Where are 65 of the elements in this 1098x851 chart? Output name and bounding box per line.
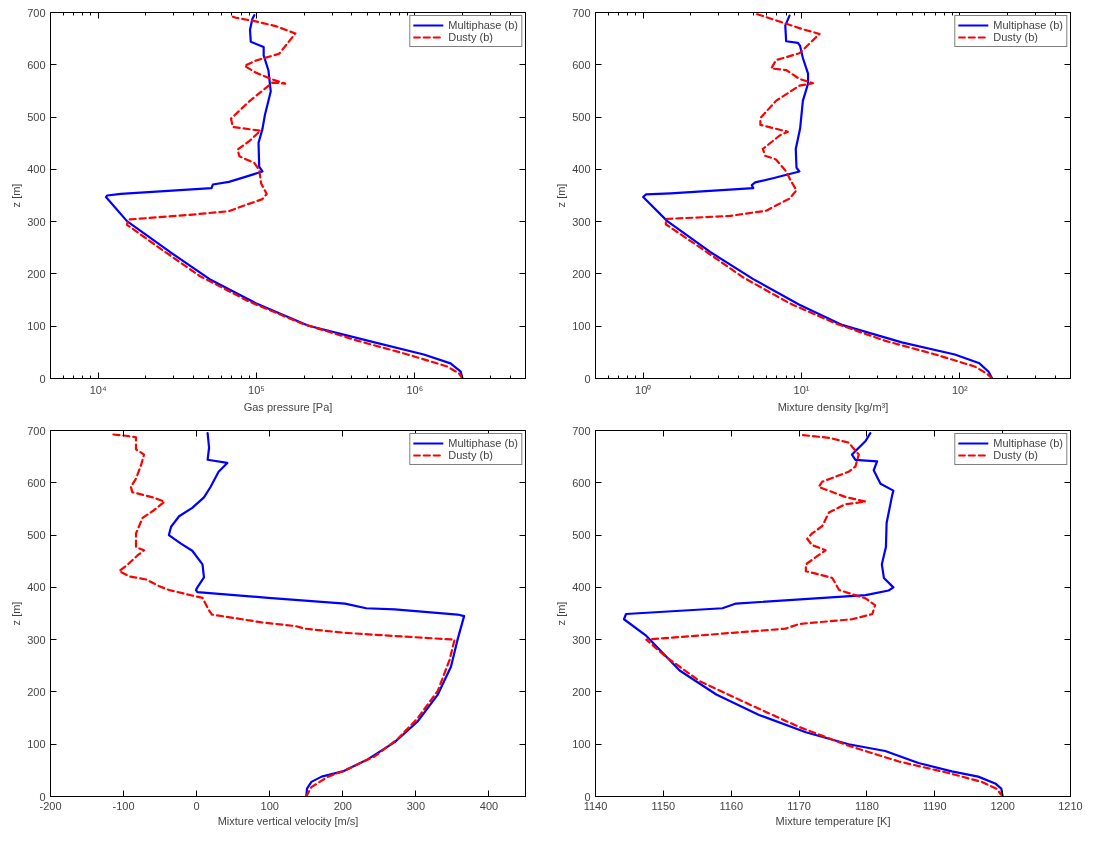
x-tick-label: 1160 [719, 799, 744, 812]
x-tick-label: 10⁶ [406, 383, 424, 396]
y-tick-label: 0 [39, 372, 46, 385]
x-tick-label: 1180 [855, 799, 879, 812]
x-axis-title: Gas pressure [Pa] [243, 400, 333, 413]
x-tick-label: 200 [333, 799, 352, 812]
y-tick-label: 200 [572, 267, 591, 280]
x-tick-label: 10⁵ [248, 383, 265, 396]
y-tick-label: 200 [572, 685, 591, 698]
y-tick-label: 100 [572, 738, 591, 751]
y-tick-label: 100 [572, 320, 591, 333]
y-tick-label: 300 [572, 215, 591, 228]
x-axis-title: Mixture vertical velocity [m/s] [217, 814, 359, 827]
legend-label: Dusty (b) [448, 449, 493, 461]
x-tick-label: 100 [260, 799, 279, 812]
x-tick-label: 10¹ [793, 383, 810, 396]
legend-label: Multiphase (b) [993, 437, 1063, 449]
y-tick-label: 300 [27, 633, 46, 646]
y-tick-label: 700 [572, 6, 591, 19]
x-tick-label: 1190 [922, 799, 947, 812]
y-axis-title: z [m] [555, 601, 568, 626]
y-tick-label: 500 [27, 529, 46, 542]
x-tick-label: 1150 [651, 799, 676, 812]
x-tick-label: -100 [112, 799, 135, 812]
y-tick-label: 700 [27, 6, 46, 19]
y-tick-label: 400 [27, 163, 46, 176]
y-tick-label: 500 [572, 529, 591, 542]
x-tick-label: 10⁴ [89, 383, 107, 396]
y-tick-label: 400 [27, 581, 46, 594]
y-tick-label: 0 [584, 372, 591, 385]
x-tick-label: 1200 [990, 799, 1015, 812]
x-tick-label: 400 [479, 799, 499, 812]
x-tick-label: 10² [951, 383, 969, 396]
y-tick-label: 100 [27, 738, 46, 751]
y-tick-label: 600 [572, 58, 591, 71]
y-axis-title: z [m] [555, 183, 568, 208]
y-tick-label: 600 [572, 476, 591, 489]
y-tick-label: 600 [27, 476, 46, 489]
legend-label: Dusty (b) [993, 449, 1038, 461]
y-tick-label: 400 [572, 581, 591, 594]
x-tick-label: 1210 [1058, 799, 1083, 812]
legend-label: Multiphase (b) [448, 19, 518, 31]
y-tick-label: 700 [572, 424, 591, 437]
y-tick-label: 300 [27, 215, 46, 228]
y-tick-label: 600 [27, 58, 46, 71]
y-tick-label: 500 [27, 111, 46, 124]
y-axis-title: z [m] [10, 601, 23, 626]
x-tick-label: 10⁰ [635, 383, 652, 396]
y-tick-label: 100 [27, 320, 46, 333]
legend-label: Multiphase (b) [993, 19, 1063, 31]
y-tick-label: 300 [572, 633, 591, 646]
x-tick-label: 1170 [787, 799, 811, 812]
y-axis-title: z [m] [10, 183, 23, 208]
y-tick-label: 400 [572, 163, 591, 176]
x-axis-title: Mixture density [kg/m³] [777, 400, 889, 413]
y-tick-label: 500 [572, 111, 591, 124]
legend-label: Dusty (b) [448, 31, 493, 43]
legend-label: Multiphase (b) [448, 437, 518, 449]
x-axis-title: Mixture temperature [K] [775, 814, 891, 827]
y-tick-label: 200 [27, 685, 46, 698]
x-tick-label: 0 [193, 799, 200, 812]
x-tick-label: 300 [406, 799, 426, 812]
legend-label: Dusty (b) [993, 31, 1038, 43]
y-tick-label: 700 [27, 424, 46, 437]
y-tick-label: 200 [27, 267, 46, 280]
